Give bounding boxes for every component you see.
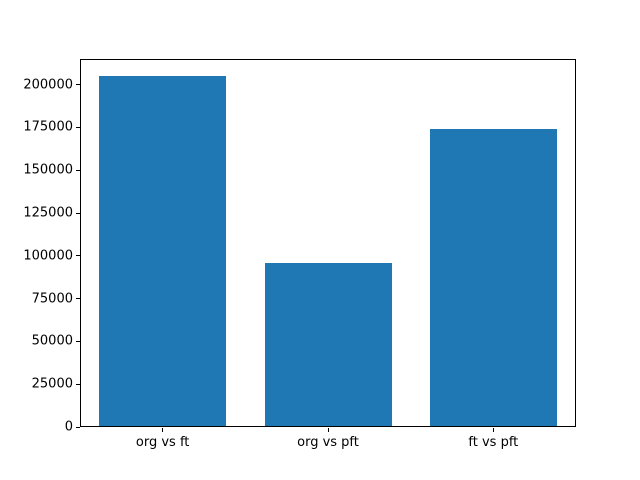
x-tick-label: ft vs pft: [468, 435, 519, 450]
y-tick-label: 200000: [23, 77, 73, 93]
y-tick-label: 50000: [31, 333, 73, 349]
y-tick-label: 175000: [23, 119, 73, 135]
bar-ft-vs-pft: [429, 129, 557, 427]
x-tick-mark: [327, 428, 329, 432]
y-tick-mark: [76, 383, 80, 385]
x-tick-mark: [492, 428, 494, 432]
x-tick-label: org vs pft: [297, 435, 359, 450]
y-tick-label: 100000: [23, 248, 73, 264]
y-tick-label: 150000: [23, 162, 73, 178]
y-tick-mark: [76, 255, 80, 257]
y-tick-mark: [76, 212, 80, 214]
y-tick-mark: [76, 298, 80, 300]
y-tick-mark: [76, 126, 80, 128]
y-tick-label: 0: [64, 419, 73, 435]
x-tick-label: org vs ft: [135, 435, 190, 450]
y-tick-mark: [76, 84, 80, 86]
y-tick-mark: [76, 426, 80, 428]
y-tick-label: 75000: [31, 291, 73, 307]
y-tick-label: 25000: [31, 376, 73, 392]
y-tick-label: 125000: [23, 205, 73, 221]
x-tick-mark: [162, 428, 164, 432]
y-tick-mark: [76, 169, 80, 171]
bar-org-vs-ft: [99, 76, 227, 427]
bar-org-vs-pft: [264, 262, 392, 427]
y-tick-mark: [76, 340, 80, 342]
